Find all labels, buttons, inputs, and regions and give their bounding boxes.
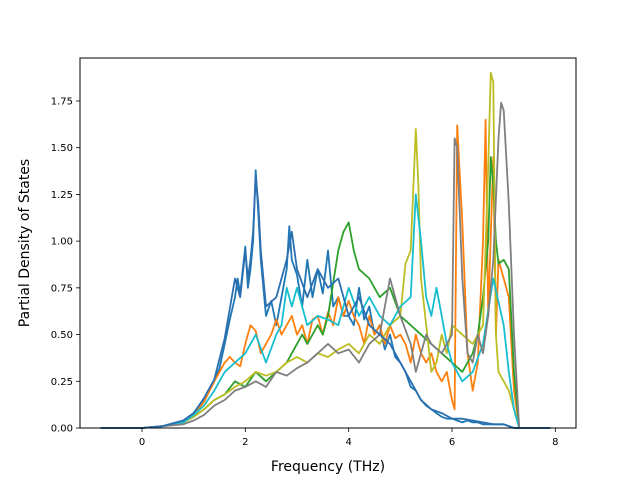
y-tick-label: 0.25 (51, 377, 73, 388)
y-tick-label: 0.75 (51, 283, 73, 294)
y-tick-label: 1.75 (51, 96, 73, 107)
y-tick-label: 1.50 (51, 143, 73, 154)
y-tick-label: 0.50 (51, 330, 73, 341)
x-tick-label: 2 (242, 437, 248, 448)
plot-area (80, 58, 576, 428)
y-tick-label: 0.00 (51, 424, 73, 435)
y-axis-title: Partial Density of States (17, 159, 33, 327)
x-tick-label: 8 (552, 437, 558, 448)
x-axis-title: Frequency (THz) (271, 459, 385, 475)
y-tick-label: 1.25 (51, 190, 73, 201)
series-line-6 (100, 101, 551, 429)
y-tick-label: 1.00 (51, 237, 73, 248)
series-line-5 (100, 193, 551, 429)
series-line-3 (100, 156, 551, 429)
series-layer (100, 72, 551, 429)
plot-frame (79, 57, 577, 429)
series-line-7 (100, 174, 551, 429)
x-tick-label: 4 (345, 437, 351, 448)
x-tick-label: 6 (449, 437, 455, 448)
y-ticks: 0.00 0.25 0.50 0.75 1.00 1.25 1.50 1.75 (51, 96, 80, 435)
x-ticks: 0 2 4 6 8 (139, 428, 559, 448)
x-tick-label: 0 (139, 437, 145, 448)
